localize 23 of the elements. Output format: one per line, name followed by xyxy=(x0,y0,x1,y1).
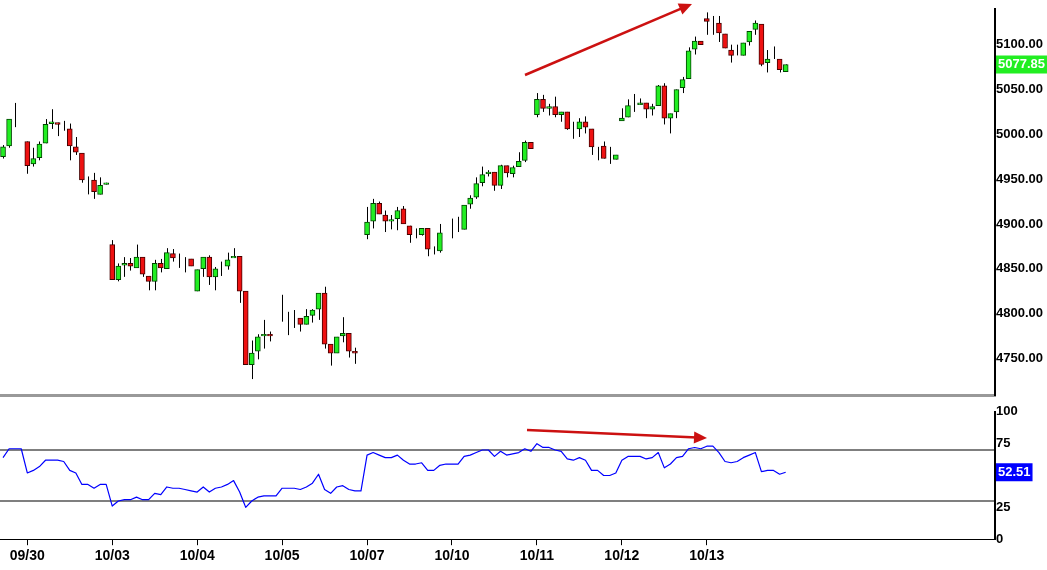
x-tick-label: 10/13 xyxy=(689,547,725,564)
x-tick-label: 10/11 xyxy=(519,547,555,564)
y-tick-label: 4950.00 xyxy=(996,170,1043,186)
x-tick-label: 10/05 xyxy=(264,547,300,564)
y-tick-label: 5100.00 xyxy=(996,36,1043,52)
text: 5077.85 xyxy=(998,56,1045,72)
x-tick-label: 10/04 xyxy=(179,547,215,564)
x-tick-label: 10/03 xyxy=(94,547,130,564)
y-tick-label: 5050.00 xyxy=(996,81,1043,97)
y-tick-label: 4850.00 xyxy=(996,260,1043,276)
y-tick-label: 5000.00 xyxy=(996,125,1043,141)
y-tick-label: 100 xyxy=(996,403,1018,419)
x-tick-label: 10/10 xyxy=(434,547,470,564)
y-tick-label: 4900.00 xyxy=(996,215,1043,231)
x-tick-label: 10/12 xyxy=(604,547,640,564)
y-tick-label: 25 xyxy=(996,498,1011,514)
y-tick-label: 4800.00 xyxy=(996,305,1043,321)
x-tick-label: 10/07 xyxy=(349,547,385,564)
y-tick-label: 0 xyxy=(996,530,1004,546)
x-tick-label: 09/30 xyxy=(9,547,46,564)
y-tick-label: 4750.00 xyxy=(996,350,1043,366)
y-tick-label: 75 xyxy=(996,435,1011,451)
text: 52.51 xyxy=(998,463,1031,479)
